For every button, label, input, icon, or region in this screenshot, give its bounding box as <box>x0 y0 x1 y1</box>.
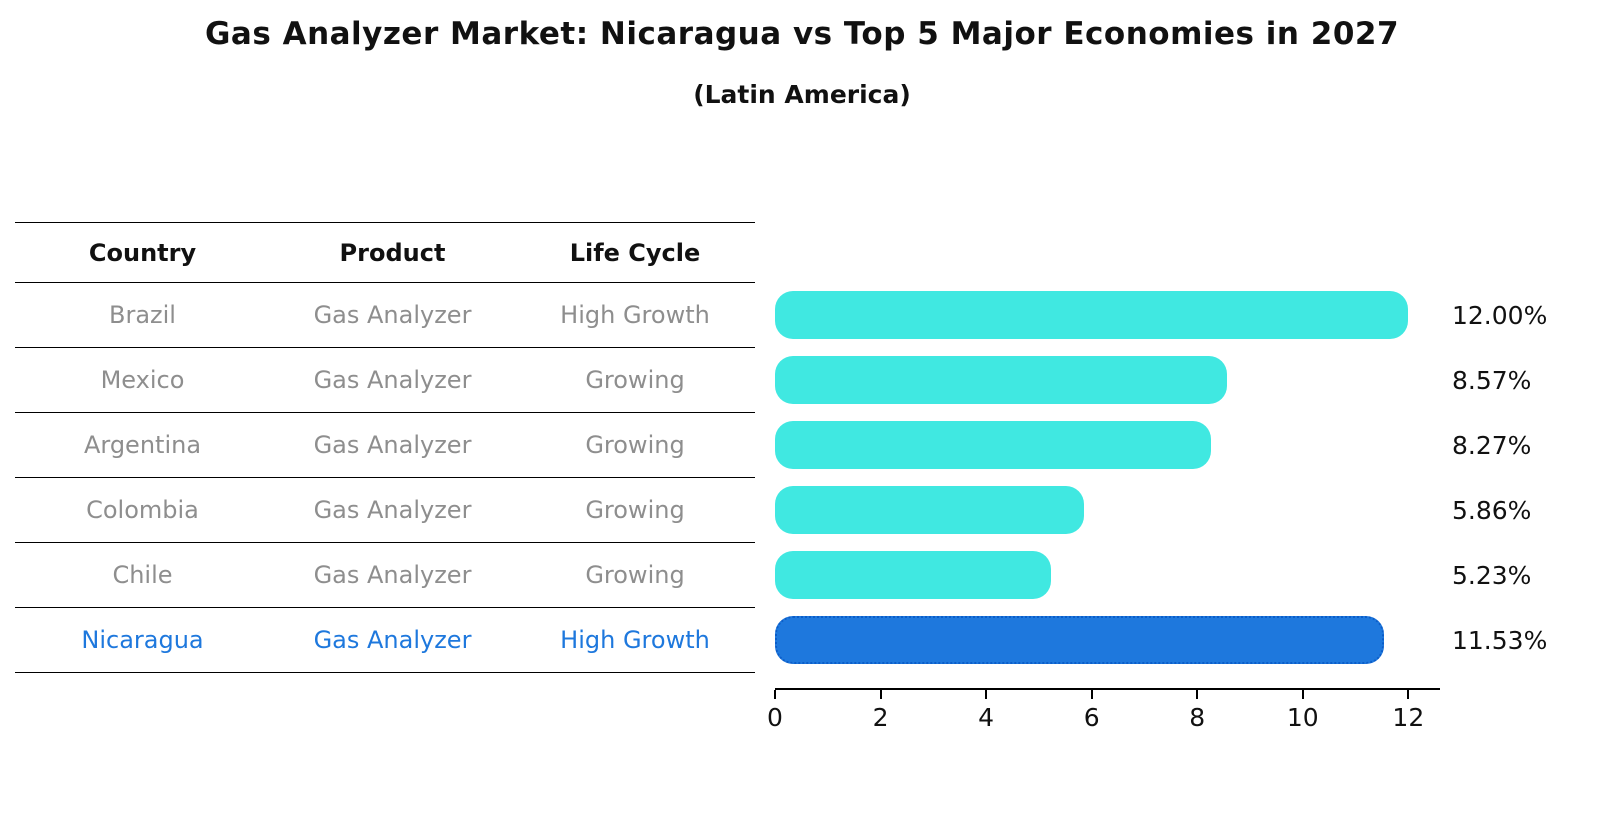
x-axis-tick <box>1090 690 1093 699</box>
x-axis-tick <box>1301 690 1304 699</box>
bars-area: 12.00% 8.57% 8.27% 5.86% 5.23% 11.53% <box>775 283 1604 673</box>
x-axis-tick-label: 4 <box>978 703 995 732</box>
x-axis-tick <box>774 690 776 699</box>
bar-mexico <box>775 356 1227 404</box>
cell-product: Gas Analyzer <box>313 496 472 524</box>
bar-value-label: 5.23% <box>1452 561 1532 590</box>
page-subtitle: (Latin America) <box>693 80 911 109</box>
x-axis-tick-label: 0 <box>767 703 783 732</box>
table-row: Mexico Gas Analyzer Growing <box>15 348 755 413</box>
x-axis-tick-label: 6 <box>1083 703 1100 732</box>
cell-product: Gas Analyzer <box>313 626 472 654</box>
bar-row: 8.57% <box>775 348 1604 413</box>
table-header-country: Country <box>88 238 197 267</box>
bar-colombia <box>775 486 1084 534</box>
cell-lifecycle: High Growth <box>560 301 710 329</box>
bar-row: 11.53% <box>775 608 1604 673</box>
cell-lifecycle: Growing <box>585 496 685 524</box>
x-axis-tick <box>985 690 988 699</box>
x-axis-tick-label: 12 <box>1392 703 1425 732</box>
bar-brazil <box>775 291 1408 339</box>
table-row: Colombia Gas Analyzer Growing <box>15 478 755 543</box>
cell-product: Gas Analyzer <box>313 366 472 394</box>
bar-value-label: 12.00% <box>1452 301 1548 330</box>
cell-country: Colombia <box>86 496 199 524</box>
table-header-row: Country Product Life Cycle <box>15 222 755 283</box>
table-row: Nicaragua Gas Analyzer High Growth <box>15 608 755 673</box>
bar-row: 5.23% <box>775 543 1604 608</box>
bar-chart: 12.00% 8.57% 8.27% 5.86% 5.23% 11.53% 0 2 4 6 8 10… <box>767 222 1604 762</box>
bar-nicaragua <box>775 616 1384 664</box>
cell-country: Mexico <box>100 366 185 394</box>
cell-country: Brazil <box>109 301 176 329</box>
x-axis-tick-label: 2 <box>872 703 889 732</box>
bar-value-label: 8.27% <box>1452 431 1532 460</box>
cell-lifecycle: Growing <box>585 431 685 459</box>
x-axis-tick-label: 10 <box>1286 703 1319 732</box>
data-table: Country Product Life Cycle Brazil Gas Ana… <box>15 222 755 673</box>
x-axis: 0 2 4 6 8 10 12 <box>767 688 1440 748</box>
cell-country: Chile <box>112 561 173 589</box>
cell-lifecycle: Growing <box>585 561 685 589</box>
x-axis-tick-label: 8 <box>1189 703 1206 732</box>
cell-country: Argentina <box>83 431 202 459</box>
bar-row: 5.86% <box>775 478 1604 543</box>
page-title: Gas Analyzer Market: Nicaragua vs Top 5 … <box>204 16 1400 52</box>
table-row: Chile Gas Analyzer Growing <box>15 543 755 608</box>
bar-row: 8.27% <box>775 413 1604 478</box>
cell-lifecycle: Growing <box>585 366 685 394</box>
x-axis-tick <box>1407 690 1410 699</box>
table-row: Brazil Gas Analyzer High Growth <box>15 283 755 348</box>
bar-row: 12.00% <box>775 283 1604 348</box>
table-row: Argentina Gas Analyzer Growing <box>15 413 755 478</box>
bar-argentina <box>775 421 1211 469</box>
x-axis-tick <box>879 690 882 699</box>
bar-value-label: 5.86% <box>1452 496 1532 525</box>
cell-product: Gas Analyzer <box>313 301 472 329</box>
table-header-lifecycle: Life Cycle <box>569 238 701 267</box>
cell-country: Nicaragua <box>81 626 204 654</box>
bar-value-label: 8.57% <box>1452 366 1532 395</box>
table-header-product: Product <box>339 238 446 267</box>
table-rows: Brazil Gas Analyzer High Growth Mexico Gas A… <box>15 283 755 673</box>
cell-product: Gas Analyzer <box>313 431 472 459</box>
cell-lifecycle: High Growth <box>560 626 710 654</box>
cell-product: Gas Analyzer <box>313 561 472 589</box>
x-axis-tick <box>1196 690 1199 699</box>
bar-chile <box>775 551 1051 599</box>
bar-value-label: 11.53% <box>1452 626 1548 655</box>
